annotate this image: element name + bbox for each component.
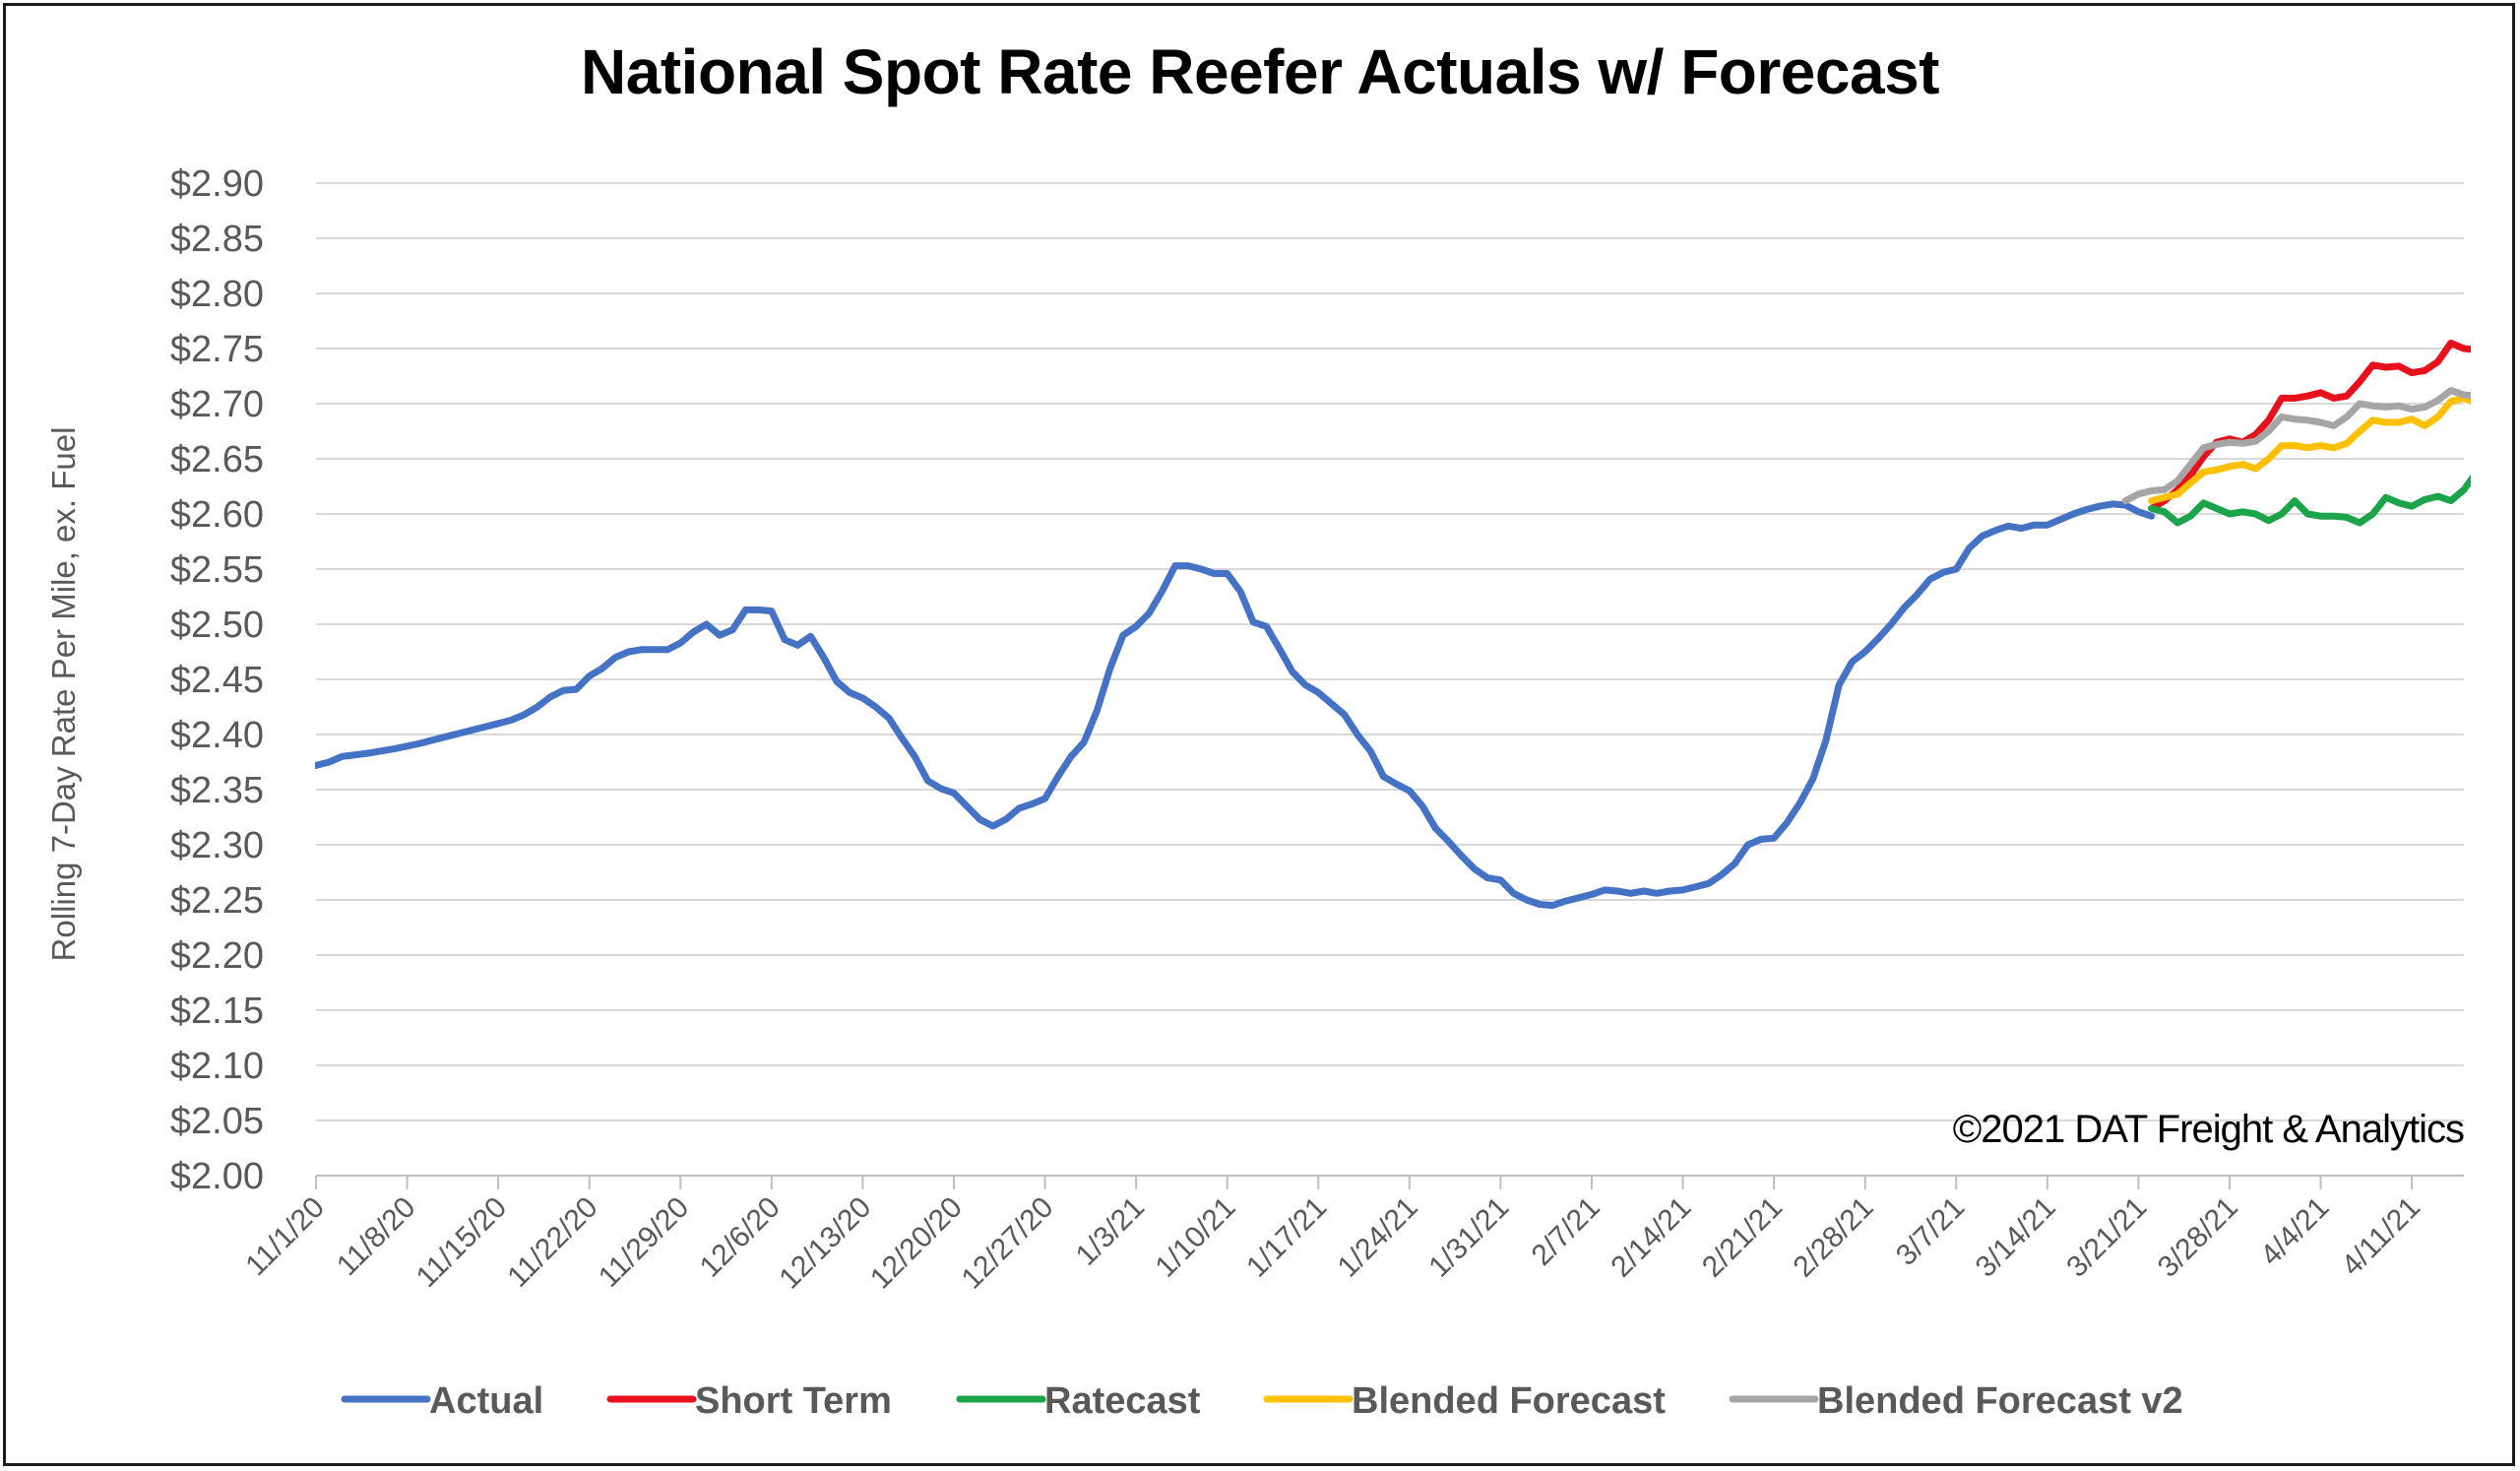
y-tick-label: $2.65: [170, 439, 264, 480]
y-tick-label: $2.05: [170, 1101, 264, 1142]
x-tick-label: 2/28/21: [1788, 1191, 1880, 1284]
y-tick-label: $2.60: [170, 494, 264, 536]
x-tick-label: 1/17/21: [1240, 1191, 1333, 1284]
y-tick-labels: $2.00 $2.05 $2.10 $2.15 $2.20 $2.25 $2.30 $2.35…: [170, 163, 264, 1197]
x-tick-label: 11/8/20: [331, 1191, 422, 1283]
x-tick-label: 12/13/20: [773, 1191, 877, 1296]
y-tick-label: $2.70: [170, 384, 264, 425]
x-tick-label: 3/7/21: [1890, 1191, 1971, 1272]
x-tick-label: 3/14/21: [1970, 1191, 2062, 1284]
y-tick-label: $2.15: [170, 991, 264, 1032]
y-tick-label: $2.10: [170, 1046, 264, 1087]
copyright-annotation: ©2021 DAT Freight & Analytics: [1953, 1108, 2464, 1151]
y-tick-label: $2.75: [170, 329, 264, 370]
x-tick-label: 11/29/20: [593, 1191, 695, 1294]
x-axis: 11/1/20 11/8/2011/15/2011/22/2011/29/2012…: [239, 1175, 2464, 1296]
x-tick-label: 1/3/21: [1070, 1191, 1151, 1272]
series-line-ratecast: [2148, 474, 2471, 527]
series-line-blended-forecast-v2: [2121, 387, 2471, 505]
x-tick-label: 2/7/21: [1526, 1191, 1606, 1272]
x-tick-label: 4/11/21: [2336, 1191, 2427, 1283]
legend-label: Blended Forecast v2: [1817, 1380, 2183, 1422]
x-tick-label: 1/31/21: [1422, 1191, 1515, 1284]
y-tick-label: $2.55: [170, 549, 264, 591]
x-tick-label: 3/28/21: [2152, 1191, 2244, 1284]
legend-label: Short Term: [695, 1380, 892, 1422]
y-tick-label: $2.00: [170, 1156, 264, 1197]
x-tick-label: 1/24/21: [1332, 1191, 1424, 1284]
y-tick-label: $2.35: [170, 770, 264, 811]
y-tick-label: $2.45: [170, 660, 264, 701]
x-tick-label: 12/6/20: [694, 1191, 787, 1284]
y-tick-label: $2.25: [170, 880, 264, 922]
y-tick-label: $2.30: [170, 825, 264, 866]
y-axis-label: Rolling 7-Day Rate Per Mile, ex. Fuel: [45, 427, 82, 962]
legend-label: Actual: [429, 1380, 543, 1422]
series-lines: [315, 339, 2471, 910]
y-tick-label: $2.80: [170, 274, 264, 315]
x-tick-label: 11/1/20: [239, 1191, 331, 1283]
y-tick-label: $2.90: [170, 163, 264, 205]
x-tick-label: 2/21/21: [1696, 1191, 1789, 1284]
x-tick-label: 1/10/21: [1150, 1191, 1242, 1284]
y-tick-label: $2.20: [170, 935, 264, 977]
y-tick-label: $2.40: [170, 715, 264, 756]
legend: Actual Short Term Ratecast Blended Forecast…: [341, 1380, 2183, 1422]
chart-title: National Spot Rate Reefer Actuals w/ For…: [581, 36, 1939, 107]
legend-label: Ratecast: [1044, 1380, 1201, 1422]
x-tick-label: 11/15/20: [410, 1191, 513, 1294]
y-tick-label: $2.50: [170, 605, 264, 646]
x-tick-label: 12/20/20: [864, 1191, 969, 1296]
gridlines: [316, 182, 2464, 1177]
legend-label: Blended Forecast: [1352, 1380, 1666, 1422]
x-tick-label: 11/22/20: [501, 1191, 603, 1294]
x-tick-label: 3/21/21: [2060, 1191, 2153, 1284]
x-tick-label: 4/4/21: [2254, 1191, 2335, 1272]
x-tick-label: 12/27/20: [956, 1191, 1060, 1296]
y-tick-label: $2.85: [170, 219, 264, 260]
series-line-actual: [315, 500, 2156, 910]
series-line-blended-forecast: [2148, 394, 2471, 505]
x-tick-label: 2/14/21: [1605, 1191, 1697, 1284]
